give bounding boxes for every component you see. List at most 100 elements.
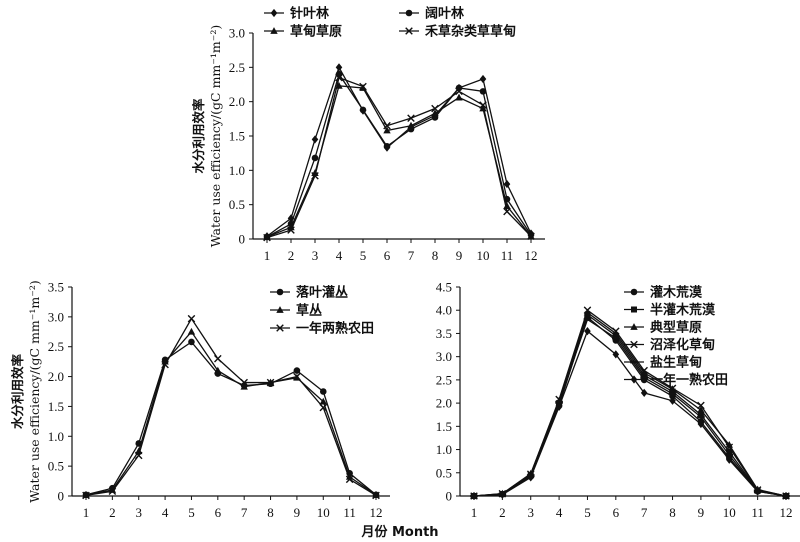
series-x [263,73,535,242]
data-point [161,360,169,369]
y-tick-label: 2.5 [48,339,64,354]
y-tick-label: 1.0 [229,163,245,178]
y-tick-label: 4.0 [436,303,452,318]
data-point [187,327,196,335]
data-point [335,63,343,72]
data-point [359,82,367,91]
legend-label: 草丛 [296,303,322,319]
data-point [470,491,478,501]
data-point [372,490,380,498]
x-tick-label: 7 [241,505,248,520]
x-tick-label: 3 [312,248,319,263]
y-axis-label-en: Water use efficiency/(gC mm⁻¹m⁻²) [208,25,223,248]
y-axis-label-en: Water use efficiency/(gC mm⁻¹m⁻²) [27,280,42,503]
data-point [725,453,734,457]
series-circle [263,70,535,241]
x-tick-label: 10 [317,505,330,520]
legend-label: 灌木荒漠 [650,285,703,301]
data-point [134,451,143,460]
legend-marker [405,27,413,35]
x-tick-label: 4 [336,248,343,263]
y-tick-label: 2.0 [436,396,452,411]
data-point [503,179,511,189]
data-point [669,396,676,405]
x-tick-label: 12 [780,505,793,520]
data-point [372,491,380,500]
data-point [383,126,391,134]
data-point [82,491,90,500]
legend-marker [270,27,278,34]
data-point [214,354,222,363]
x-tick-label: 12 [370,505,383,520]
data-point [782,491,790,501]
legend-label: 草甸草原 [290,24,342,40]
data-point [584,327,591,336]
data-point [293,372,301,381]
x-tick-label: 7 [408,248,415,263]
series-line [473,330,787,497]
x-tick-label: 10 [477,248,490,263]
data-point [431,104,439,113]
series-diamond [470,327,790,501]
y-tick-label: 4.5 [436,280,452,295]
y-tick-label: 0 [446,489,453,504]
y-tick-label: 3.0 [229,26,245,41]
data-point [583,318,592,321]
legend-label: 针叶林 [289,6,329,22]
legend-label: 盐生草甸 [650,355,702,371]
data-point [612,336,620,340]
y-axis-label-cn: 水分利用效率 [10,354,25,430]
x-tick-label: 9 [456,248,463,263]
data-point [555,402,563,411]
legend-marker [630,288,638,296]
legend-label: 禾草杂类草草甸 [425,24,516,40]
series-line [266,76,532,239]
data-point [407,121,415,129]
x-tick-label: 11 [343,505,356,520]
data-point [754,487,761,496]
x-tick-label: 12 [525,248,538,263]
data-point [455,84,463,92]
legend-marker [630,323,638,330]
x-tick-label: 1 [264,248,271,263]
y-tick-label: 0 [58,489,65,504]
legend-label: 沼泽化草甸 [650,337,715,353]
data-point [640,388,648,397]
data-point [697,411,704,418]
y-tick-label: 1.5 [48,399,64,414]
y-tick-label: 2.0 [48,369,64,384]
legend-label: 一年一熟农田 [650,372,728,388]
data-point [319,397,327,405]
data-point [431,109,439,117]
x-tick-label: 2 [499,505,506,520]
legend-marker [630,360,638,364]
y-tick-label: 3.5 [436,326,452,341]
data-point [240,382,248,390]
legend-label: 半灌木荒漠 [650,302,716,318]
data-point [319,388,327,395]
panel-bottom-right: 00.51.01.52.02.53.03.54.04.51 2 3 4 5 6 7 8 9 10 1… [436,280,800,520]
legend-label: 一年两熟农田 [296,321,374,337]
x-tick-label: 5 [188,505,195,520]
x-tick-label: 8 [669,505,676,520]
data-point [188,338,195,346]
y-tick-label: 1.5 [436,419,452,434]
data-point [612,327,620,335]
data-point [725,443,734,452]
series-line [266,72,532,238]
data-point [345,475,354,484]
data-point [293,367,301,374]
data-point [726,448,733,455]
series-line [266,65,532,237]
x-tick-label: 5 [360,248,367,263]
data-point [503,202,511,209]
x-tick-label: 3 [527,505,534,520]
legend-marker [276,306,284,313]
data-point [503,207,511,216]
data-point [555,400,563,404]
y-tick-label: 0 [239,232,246,247]
data-point [583,306,592,315]
data-point [383,143,391,150]
x-tick-label: 6 [384,248,391,263]
legend-marker [630,375,638,384]
